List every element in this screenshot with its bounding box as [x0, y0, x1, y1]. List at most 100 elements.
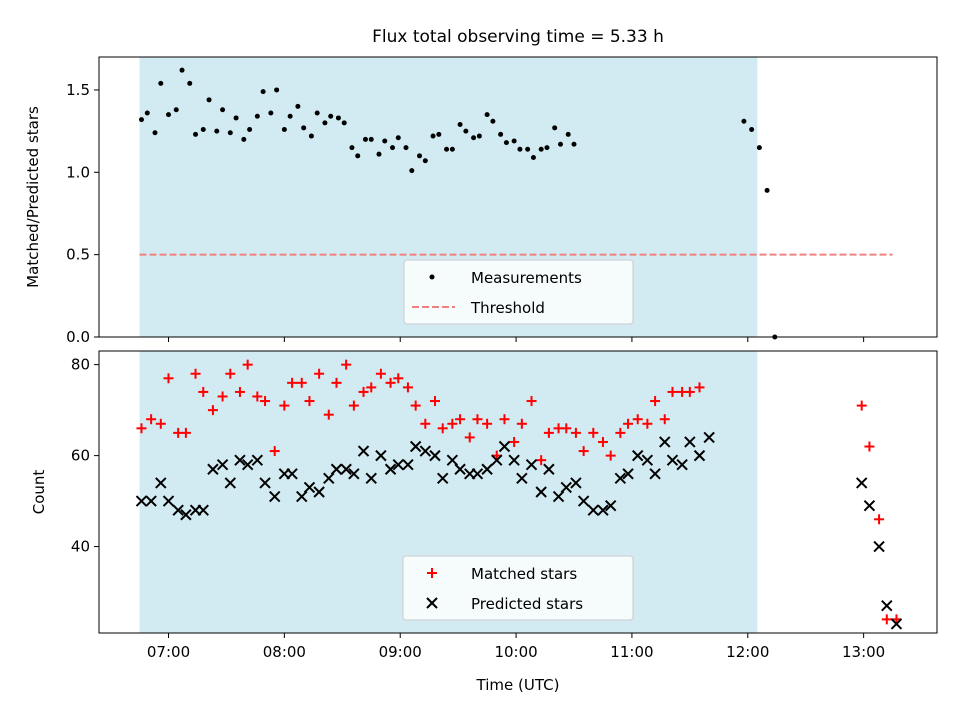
predicted-point-68-b [881, 600, 893, 612]
legend-threshold-label: Threshold [470, 299, 545, 317]
predicted-point-0 [135, 495, 148, 507]
predicted-point-68 [881, 600, 893, 612]
predicted-point-36 [454, 463, 466, 475]
matched-point-39 [482, 418, 493, 429]
measurement-point-19 [268, 110, 274, 116]
matched-point-64 [856, 400, 867, 411]
count-y-axis-label: Count [30, 470, 48, 515]
predicted-point-22-b [330, 463, 343, 475]
matched-point-50 [578, 446, 589, 457]
predicted-point-69-b [890, 618, 903, 630]
predicted-point-64-b [703, 431, 715, 444]
count-plot-frame [98, 350, 938, 634]
measurement-point-49 [471, 135, 477, 141]
measurement-point-65 [741, 118, 747, 124]
measurement-point-18 [260, 89, 266, 95]
count-y-tick-label-1: 60 [71, 447, 90, 465]
predicted-point-2-b [155, 477, 167, 489]
matched-point-32 [420, 418, 431, 429]
matched-point-18 [296, 377, 307, 388]
predicted-point-8 [207, 463, 219, 475]
ratio-y-ticks: 0.0 0.5 1.0 1.5 [66, 81, 99, 346]
predicted-point-45 [535, 486, 547, 498]
predicted-point-1-b [145, 495, 157, 507]
predicted-point-29 [392, 459, 404, 471]
predicted-point-41-b [498, 440, 511, 453]
matched-point-37 [464, 432, 475, 443]
measurement-point-57 [525, 146, 531, 152]
measurement-point-35 [376, 151, 382, 157]
predicted-point-53-b [604, 499, 617, 512]
legend-predicted-cross [426, 597, 438, 609]
predicted-point-50-b [577, 495, 590, 507]
measurement-point-31 [349, 145, 355, 151]
predicted-point-47-b [552, 490, 565, 503]
predicted-point-29-b [392, 459, 404, 471]
matched-point-24 [348, 400, 359, 411]
measurement-point-9 [200, 126, 206, 132]
predicted-point-33-b [429, 449, 441, 462]
legend-matched-marker [427, 568, 437, 578]
measurement-point-0 [138, 117, 144, 123]
legend-matched-label: Matched stars [471, 565, 577, 583]
predicted-point-12 [241, 459, 254, 471]
predicted-point-3 [162, 495, 175, 507]
measurement-point-61 [552, 125, 558, 131]
predicted-point-52-b [597, 504, 609, 516]
measurement-point-62 [557, 141, 563, 147]
predicted-point-41 [498, 440, 511, 453]
predicted-point-2 [155, 477, 167, 489]
predicted-point-21-b [323, 472, 335, 485]
legend-measurements-label: Measurements [471, 269, 582, 287]
predicted-point-34 [436, 472, 449, 485]
measurement-point-41 [417, 153, 423, 159]
ratio-y-tick-label-0: 0.0 [66, 328, 90, 346]
measurement-point-66 [749, 126, 755, 132]
measurement-point-33 [362, 136, 368, 142]
matched-point-56 [632, 414, 643, 425]
ratio-legend-box [403, 259, 634, 325]
predicted-point-43 [516, 472, 528, 485]
matched-point-7 [198, 386, 209, 397]
measurement-point-6 [179, 67, 185, 73]
measurement-point-20 [274, 87, 280, 93]
predicted-point-15-b [269, 490, 281, 503]
measurement-point-55 [511, 138, 517, 144]
matched-point-45 [536, 455, 547, 466]
matched-point-44 [526, 396, 537, 407]
matched-point-15 [269, 446, 280, 457]
predicted-point-52 [597, 504, 609, 516]
measurement-point-68 [764, 187, 770, 193]
predicted-point-36-b [454, 463, 466, 475]
matched-point-8 [207, 405, 218, 416]
predicted-point-24 [348, 468, 360, 480]
matched-point-31 [410, 400, 421, 411]
count-y-tick-label-2: 80 [71, 356, 90, 374]
measurement-point-58 [530, 154, 536, 160]
predicted-point-35 [446, 454, 459, 466]
predicted-point-49-b [570, 477, 582, 489]
measurement-point-14 [233, 115, 239, 121]
matched-point-13 [252, 391, 263, 402]
measurement-point-15 [241, 136, 247, 142]
measurement-point-34 [368, 136, 374, 142]
matched-point-29 [393, 373, 404, 384]
predicted-point-69 [890, 618, 903, 630]
measurement-point-46 [449, 146, 455, 152]
time-x-tick-label-3: 10:00 [494, 643, 537, 661]
predicted-point-10 [224, 477, 237, 489]
measurement-point-25 [308, 133, 314, 139]
matched-point-60 [667, 386, 678, 397]
predicted-point-7 [197, 504, 209, 516]
predicted-point-45-b [535, 486, 547, 498]
measurement-point-32 [355, 153, 361, 159]
chart-title: Flux total observing time = 5.33 h [372, 27, 664, 47]
time-x-tick-label-0: 07:00 [147, 643, 190, 661]
matched-point-62 [684, 386, 695, 397]
predicted-point-65-b [855, 477, 868, 489]
predicted-point-39-b [481, 463, 493, 475]
predicted-point-39 [481, 463, 493, 475]
measurement-point-28 [328, 113, 334, 119]
predicted-point-58-b [649, 468, 661, 480]
measurement-point-40 [409, 168, 415, 174]
